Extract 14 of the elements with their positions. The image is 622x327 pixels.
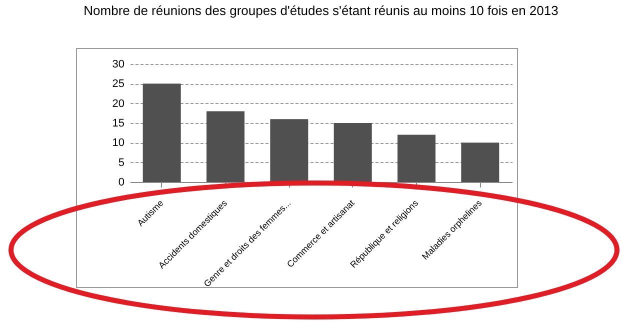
y-tick-label: 15	[112, 118, 124, 130]
y-tick-label: 30	[112, 58, 124, 70]
bar	[398, 134, 436, 182]
bar	[334, 123, 372, 182]
y-tick-label: 10	[112, 137, 124, 150]
bar	[461, 142, 500, 182]
chart-title: Nombre de réunions des groupes d'études s'étant réunis au moins 10 fois en 2013	[84, 3, 558, 18]
bar	[142, 84, 181, 182]
y-tick-label: 0	[118, 176, 124, 188]
bar	[206, 111, 244, 182]
y-tick-label: 25	[112, 78, 124, 90]
y-tick-label: 20	[112, 98, 124, 110]
y-tick-label: 5	[118, 156, 124, 169]
bar	[270, 119, 308, 182]
